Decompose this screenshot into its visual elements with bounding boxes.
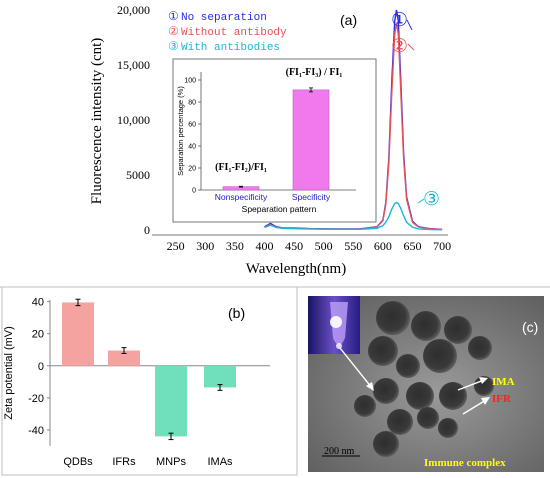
panel-b-y-tick-label: -20 <box>28 393 44 405</box>
curve-marker-1: ① <box>391 10 408 31</box>
panel-b-category-label: MNPs <box>156 456 186 468</box>
panel-b-y-axis-label: Zeta potential (mV) <box>3 326 15 420</box>
panel-a-x-tick-label: 500 <box>315 239 333 253</box>
panel-a-y-tick-label: 10,000 <box>117 113 150 127</box>
panel-b-bar-mnps <box>155 365 187 437</box>
panel-a-y-tick-label: 0 <box>144 223 150 237</box>
legend-marker-2: ② <box>168 25 179 39</box>
panel-b-y-tick-labels: 40 20 0 -20 -40 <box>28 297 50 437</box>
panel-b-y-tick-label: 0 <box>38 361 44 373</box>
panel-a-y-tick-labels: 0 5000 10,000 15,000 20,000 <box>117 3 150 237</box>
inset-y-tick-label: 40 <box>188 144 196 151</box>
panel-b-frame <box>1 286 298 476</box>
inset-y-tick-label: 80 <box>188 100 196 107</box>
panel-a-y-tick-label: 15,000 <box>117 58 150 72</box>
curve-marker-3: ③ <box>423 189 440 210</box>
panel-a-series-line-3 <box>264 201 443 231</box>
panel-a-legend: ① No separation ② Without antibody ③ Wit… <box>168 10 287 54</box>
panel-b-zeta-chart: 40 20 0 -20 -40 QDBs IFRs MNPs IMAs Zeta potent… <box>1 286 298 476</box>
inset-frame <box>172 58 377 223</box>
panel-a-y-axis-label: Fluorescence intensity (cnt) <box>89 38 105 205</box>
panel-a-x-tick-label: 650 <box>403 239 421 253</box>
panel-a-series-lines <box>264 9 443 231</box>
panel-a-x-tick-label: 700 <box>433 239 451 253</box>
label-immune-complex: Immune complex <box>424 457 506 469</box>
panel-a-y-tick-label: 20,000 <box>117 3 150 17</box>
curve-marker-2-pointer <box>407 43 415 51</box>
legend-marker-1: ① <box>168 10 179 24</box>
curve-marker-1-pointer <box>406 19 413 31</box>
inset-y-tick-label: 0 <box>192 188 196 195</box>
panel-a-spectrum-chart: 250 300 350 400 450 500 550 600 650 700 0500010,0… <box>89 3 451 277</box>
panel-a-y-tick-label: 5000 <box>126 168 150 182</box>
panel-a-x-tick-label: 550 <box>344 239 362 253</box>
inset-category-label: Nonspecificity <box>215 192 268 202</box>
panel-b-bar-qdbs <box>62 302 94 366</box>
inset-annotation-right: (FI₁-FI₃) / FI₁ <box>286 67 343 78</box>
annotation-arrows <box>339 347 490 415</box>
panel-b-category-labels: QDBs IFRs MNPs IMAs <box>63 456 233 468</box>
legend-marker-3: ③ <box>168 40 179 54</box>
tem-micrograph: 200 nm IMA IFR Immune complex (c) <box>308 296 544 472</box>
panel-b-bars <box>62 298 236 441</box>
inset-chart: 0 20 40 60 80 100 Nonspecificity Specificity S… <box>172 58 377 223</box>
panel-a-x-tick-label: 250 <box>167 239 185 253</box>
panel-a-x-tick-label: 450 <box>285 239 303 253</box>
inset-x-axis-label: Speparation pattern <box>242 204 317 214</box>
inset-y-tick-label: 60 <box>188 122 196 129</box>
vial-photo-inset <box>308 296 360 354</box>
panel-a-x-tick-labels: 250 300 350 400 450 500 550 600 650 700 <box>167 239 451 253</box>
panel-b-bar-ifrs <box>108 350 140 366</box>
inset-y-tick-label: 100 <box>184 78 196 85</box>
panel-b-category-label: IFRs <box>112 456 136 468</box>
inset-category-labels: Nonspecificity Specificity <box>215 192 331 202</box>
panel-a-x-tick-label: 300 <box>196 239 214 253</box>
inset-category-label: Specificity <box>292 192 331 202</box>
panel-a-x-tick-label: 600 <box>374 239 392 253</box>
label-ima: IMA <box>492 376 515 388</box>
curve-marker-2: ② <box>391 36 408 57</box>
panel-a-x-axis-label: Wavelength(nm) <box>246 261 346 277</box>
nanoparticles <box>354 301 494 457</box>
inset-y-tick-labels: 0 20 40 60 80 100 <box>184 78 201 195</box>
panel-b-label: (b) <box>228 305 245 321</box>
inset-y-axis-label: Separation percentage (%) <box>176 86 185 176</box>
panel-a-x-tick-label: 350 <box>226 239 244 253</box>
curve-marker-3-pointer <box>417 198 425 204</box>
panel-b-bar-imas <box>204 365 236 388</box>
panel-b-category-label: IMAs <box>207 456 233 468</box>
panel-b-category-label: QDBs <box>63 456 93 468</box>
inset-bars <box>222 87 330 191</box>
inset-annotation-left: (FI₁-FI₂)/FI₁ <box>215 162 267 173</box>
inset-y-tick-label: 20 <box>188 166 196 173</box>
label-ifr: IFR <box>492 393 512 405</box>
panel-b-y-tick-label: 20 <box>32 329 44 341</box>
panel-b-y-tick-label: 40 <box>32 297 44 309</box>
legend-entry-with-antibodies: With antibodies <box>181 42 280 54</box>
panel-c-tem-image: 200 nm IMA IFR Immune complex (c) <box>308 296 544 472</box>
panel-b-y-tick-label: -40 <box>28 425 44 437</box>
legend-entry-no-separation: No separation <box>181 12 267 24</box>
legend-entry-without-antibody: Without antibody <box>181 27 287 39</box>
inset-bar-specificity <box>292 89 330 191</box>
scale-bar-label: 200 nm <box>324 446 355 457</box>
panel-a-label: (a) <box>340 12 357 28</box>
panel-c-label: (c) <box>522 319 538 335</box>
panel-a-x-tick-label: 400 <box>255 239 273 253</box>
